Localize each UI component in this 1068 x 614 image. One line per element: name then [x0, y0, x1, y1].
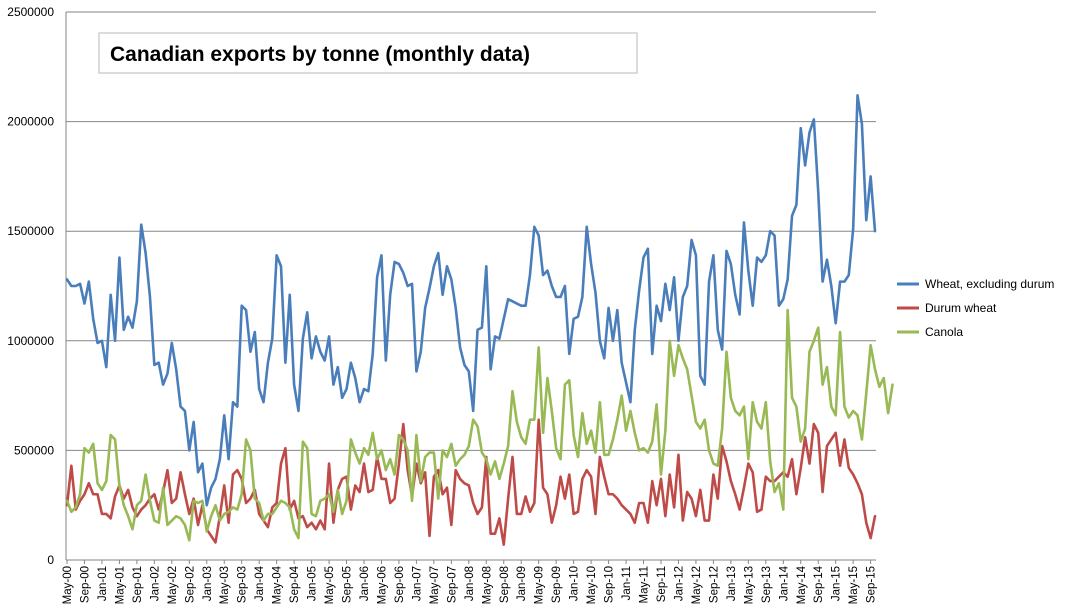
series-line-1	[65, 418, 877, 546]
x-tick-label: Sep-10	[604, 566, 616, 603]
x-tick-label: Sep-08	[499, 566, 511, 603]
x-tick-label: Jan-14	[778, 565, 790, 601]
x-tick-label: Jan-05	[307, 566, 319, 601]
x-tick-label: Jan-02	[149, 566, 161, 601]
x-tick-label: Jan-09	[516, 566, 528, 601]
x-tick-label: May-08	[481, 566, 493, 604]
series-lines	[65, 94, 894, 561]
y-tick-label: 2500000	[7, 5, 54, 19]
x-tick-label: Sep-12	[708, 566, 720, 603]
x-tick-label: May-01	[114, 566, 126, 604]
x-tick-label: May-03	[219, 566, 231, 604]
x-tick-label: May-04	[272, 565, 284, 604]
y-axis-ticks: 0 500000 1000000 1500000 2000000 2500000	[7, 5, 54, 567]
x-tick-label: Sep-07	[446, 566, 458, 603]
y-tick-label: 500000	[14, 443, 54, 457]
x-tick-label: Sep-02	[184, 566, 196, 603]
x-tick-label: Jan-03	[202, 566, 214, 601]
x-tick-label: Jan-10	[569, 566, 581, 601]
chart-title: Canadian exports by tonne (monthly data)	[110, 43, 530, 66]
x-tick-label: Sep-06	[394, 566, 406, 603]
x-tick-label: May-12	[691, 566, 703, 604]
x-tick-label: Jan-08	[464, 566, 476, 601]
x-tick-label: May-10	[586, 566, 598, 604]
x-tick-label: Jan-01	[97, 566, 109, 601]
x-tick-label: May-06	[376, 566, 388, 604]
y-tick-label: 2000000	[7, 115, 54, 129]
x-tick-label: May-02	[167, 566, 179, 604]
series-line-0	[65, 94, 877, 507]
x-tick-label: Sep-14	[813, 565, 825, 603]
legend-label: Wheat, excluding durum	[925, 277, 1054, 291]
y-tick-label: 1500000	[7, 224, 54, 238]
x-tick-label: Jan-07	[411, 566, 423, 601]
x-tick-label: Jan-06	[359, 566, 371, 601]
x-tick-label: Sep-04	[289, 565, 301, 603]
x-tick-label: Sep-05	[342, 566, 354, 603]
x-tick-label: Sep-13	[761, 566, 773, 603]
x-tick-label: Sep-01	[132, 566, 144, 603]
x-tick-label: May-00	[62, 566, 74, 604]
x-tick-label: May-14	[796, 565, 808, 604]
x-tick-label: Jan-12	[673, 566, 685, 601]
x-tick-label: Jan-15	[831, 566, 843, 601]
gridlines	[65, 11, 876, 561]
series-line-2	[65, 308, 894, 542]
x-tick-label: May-07	[429, 566, 441, 604]
x-tick-label: Jan-11	[621, 566, 633, 600]
y-tick-label: 0	[47, 553, 54, 567]
x-tick-label: Sep-11	[656, 566, 668, 602]
x-tick-label: Sep-15	[866, 566, 878, 603]
x-tick-label: Jan-04	[254, 565, 266, 601]
x-tick-label: Sep-09	[551, 566, 563, 603]
y-tick-label: 1000000	[7, 334, 54, 348]
legend: Wheat, excluding durum Durum wheat Canola	[897, 277, 1054, 339]
x-axis-ticks: May-00 Sep-00 Jan-01 May-01 Sep-01 Jan-02 May-…	[62, 560, 878, 604]
legend-label: Canola	[925, 325, 963, 339]
x-tick-label: Sep-00	[79, 566, 91, 603]
x-tick-label: May-15	[848, 566, 860, 604]
legend-label: Durum wheat	[925, 301, 997, 315]
x-tick-label: May-05	[324, 566, 336, 604]
chart-title-box: Canadian exports by tonne (monthly data)	[98, 32, 638, 74]
x-tick-label: Jan-13	[726, 566, 738, 601]
x-tick-label: May-09	[534, 566, 546, 604]
x-tick-label: May-13	[743, 566, 755, 604]
x-tick-label: Sep-03	[237, 566, 249, 603]
x-tick-label: May-11	[639, 566, 651, 604]
